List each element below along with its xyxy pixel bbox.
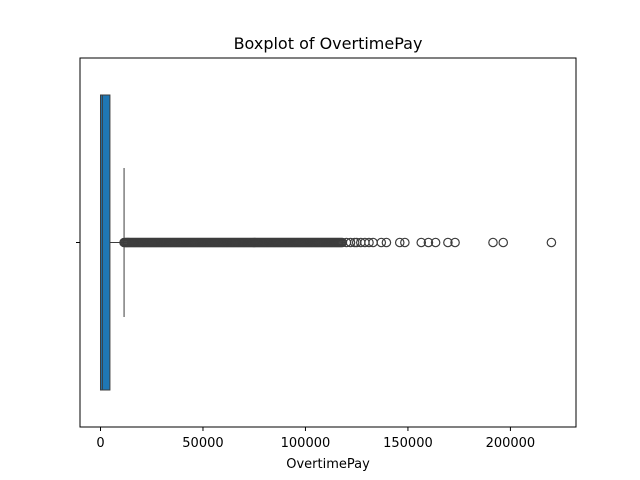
- outlier-point: [450, 237, 460, 248]
- x-tick-label: 0: [96, 436, 104, 451]
- outlier-point: [364, 237, 374, 248]
- outlier-point: [345, 237, 356, 248]
- boxplot-group: [99, 94, 557, 391]
- outlier-point: [394, 237, 405, 248]
- x-tick-label: 50000: [182, 436, 223, 451]
- x-tick-label: 150000: [383, 436, 433, 451]
- x-tick-label: 200000: [486, 436, 536, 451]
- outlier-point: [400, 237, 410, 248]
- box-iqr: [99, 94, 111, 391]
- outlier-point: [423, 237, 434, 248]
- chart-title: Boxplot of OvertimePay: [234, 34, 423, 53]
- outlier-point: [381, 237, 392, 248]
- x-tick-label: 100000: [281, 436, 331, 451]
- outlier-point: [488, 237, 498, 248]
- outlier-point: [546, 237, 557, 248]
- outlier-point: [376, 237, 387, 248]
- outlier-point: [443, 237, 453, 248]
- x-axis-label: OvertimePay: [286, 457, 370, 472]
- outlier-point: [498, 237, 509, 248]
- x-axis: 0 50000 100000 150000 200000: [96, 427, 535, 451]
- outlier-point: [430, 237, 441, 248]
- outlier-point: [416, 237, 427, 248]
